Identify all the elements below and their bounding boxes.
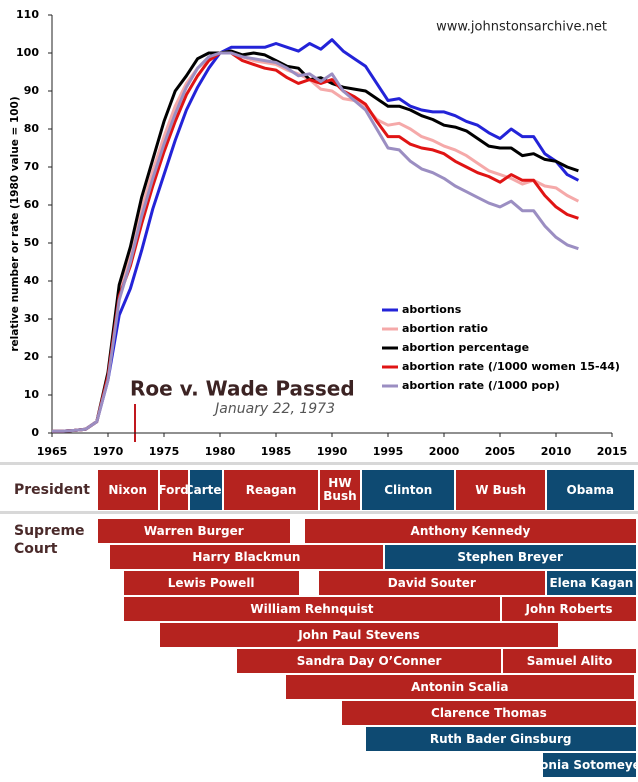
watermark: www.johnstonsarchive.net [436, 20, 607, 35]
timeline-bar: David Souter [318, 571, 548, 595]
legend-label: abortion rate (/1000 pop) [402, 379, 560, 392]
x-tick-label: 2015 [597, 445, 628, 458]
divider [0, 462, 638, 465]
x-tick-label: 1970 [93, 445, 124, 458]
timeline-bar: Samuel Alito [503, 649, 638, 673]
y-tick-label: 70 [24, 160, 40, 173]
annotation-subtitle: January 22, 1973 [212, 401, 335, 417]
y-tick-label: 110 [16, 8, 39, 21]
y-tick-label: 100 [16, 46, 39, 59]
legend-label: abortions [402, 303, 462, 316]
x-tick-label: 1965 [37, 445, 68, 458]
timeline-bar: Carter [189, 470, 225, 510]
timeline-bar: Stephen Breyer [384, 545, 638, 569]
series-line [52, 51, 579, 433]
timeline-bar: Lewis Powell [123, 571, 301, 595]
timeline-bar: Ruth Bader Ginsburg [365, 727, 638, 751]
y-tick-label: 90 [24, 84, 40, 97]
timeline-bar: Clarence Thomas [342, 701, 638, 725]
timeline-bar: Clinton [362, 470, 457, 510]
timeline-bar: Ford [159, 470, 190, 510]
series-line [52, 38, 580, 433]
timeline-bar: William Rehnquist [123, 597, 503, 621]
timeline-bar: Reagan [224, 470, 320, 510]
timeline-bar: John Paul Stevens [159, 623, 561, 647]
x-tick-label: 2000 [429, 445, 460, 458]
timeline-bar: Anthony Kennedy [305, 519, 638, 543]
x-tick-label: 2010 [541, 445, 572, 458]
legend-label: abortion rate (/1000 women 15-44) [402, 360, 620, 373]
court-label: Supreme Court [14, 523, 85, 557]
x-tick-label: 1990 [317, 445, 348, 458]
series-line [52, 51, 579, 433]
y-tick-label: 40 [24, 274, 40, 287]
y-tick-label: 10 [24, 388, 40, 401]
timeline-bar: Sonia Sotomeyer [542, 753, 638, 777]
annotation-title: Roe v. Wade Passed [130, 377, 355, 401]
y-tick-label: 60 [24, 198, 40, 211]
y-tick-label: 20 [24, 350, 40, 363]
x-tick-label: 1980 [205, 445, 236, 458]
y-axis-label: relative number or rate (1980 value = 10… [9, 96, 21, 351]
timeline-bar: W Bush [456, 470, 548, 510]
president-label: President [14, 482, 90, 498]
y-tick-label: 80 [24, 122, 40, 135]
series-line [52, 49, 579, 433]
x-tick-label: 1985 [261, 445, 292, 458]
x-tick-label: 1975 [149, 445, 180, 458]
y-tick-label: 50 [24, 236, 40, 249]
x-tick-label: 2005 [485, 445, 516, 458]
timeline-bar: Antonin Scalia [286, 675, 636, 699]
timeline-bar: Obama [547, 470, 636, 510]
timeline-bar: Elena Kagan [547, 571, 638, 595]
timeline-bar: Harry Blackmun [110, 545, 385, 569]
divider [0, 511, 638, 514]
timeline-bar: Nixon [97, 470, 160, 510]
chart: www.johnstonsarchive.net relative number… [9, 8, 628, 458]
timeline-bar: John Roberts [502, 597, 638, 621]
legend-label: abortion ratio [402, 322, 488, 335]
timeline-bar: Sandra Day O’Conner [236, 649, 504, 673]
timeline-bar: HW Bush [319, 470, 363, 510]
y-tick-label: 30 [24, 312, 40, 325]
legend-label: abortion percentage [402, 341, 529, 354]
y-tick-label: 0 [31, 426, 39, 439]
timeline-bar: Warren Burger [97, 519, 292, 543]
x-tick-label: 1995 [373, 445, 404, 458]
series-line [52, 49, 580, 433]
